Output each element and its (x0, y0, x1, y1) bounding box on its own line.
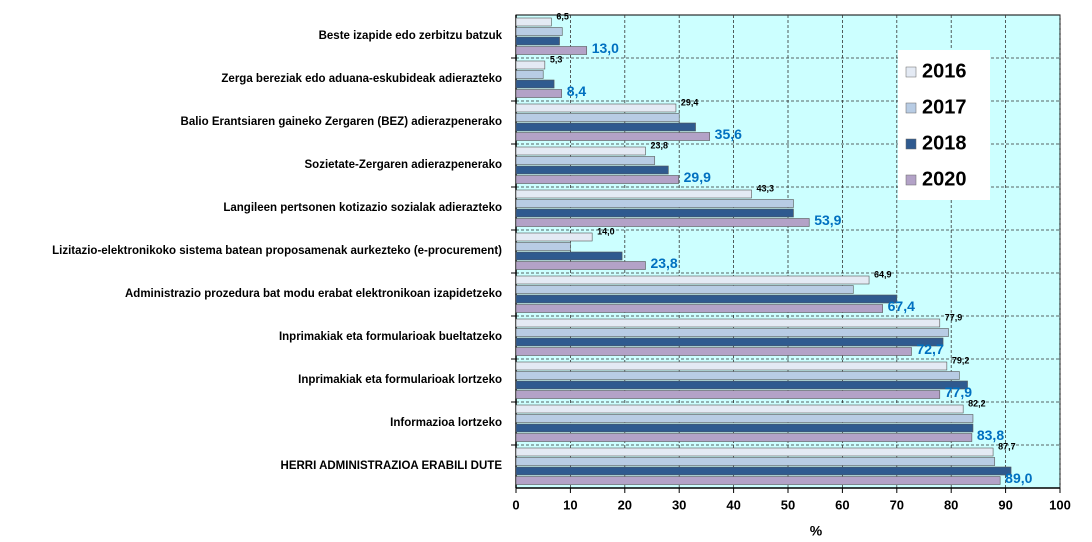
bar (515, 132, 710, 141)
bar (515, 433, 973, 442)
bar (515, 328, 949, 337)
x-tick-label: 20 (618, 497, 632, 512)
category-label: Langileen pertsonen kotizazio sozialak a… (223, 202, 502, 214)
bar (515, 285, 854, 294)
x-tick-label: 90 (998, 497, 1012, 512)
category-label: Zerga bereziak edo aduana-eskubideak adi… (221, 73, 502, 85)
bar (515, 232, 593, 242)
bar (515, 89, 562, 98)
value-label: 43,3 (757, 183, 775, 193)
bar (515, 380, 968, 390)
value-label: 89,0 (1005, 470, 1032, 486)
bar (515, 146, 646, 156)
legend-label: 2017 (922, 96, 967, 118)
bar (515, 17, 552, 27)
value-label: 82,2 (968, 398, 986, 408)
bar (515, 113, 680, 122)
value-label: 29,4 (681, 97, 699, 107)
legend-swatch (905, 66, 917, 78)
value-label: 64,9 (874, 269, 892, 279)
legend-swatch (905, 102, 917, 114)
bar (515, 218, 810, 227)
category-label: Sozietate-Zergaren adierazpenerako (304, 159, 503, 171)
category-label: Administrazio prozedura bat modu erabat … (124, 288, 502, 300)
category-label: Balio Erantsiaren gaineko Zergaren (BEZ)… (180, 116, 502, 128)
bar (515, 165, 669, 175)
value-label: 8,4 (567, 83, 587, 99)
value-label: 23,8 (650, 140, 668, 150)
bar (515, 156, 656, 165)
bar (515, 318, 941, 328)
legend-label: 2020 (922, 168, 967, 190)
bar (515, 36, 560, 46)
value-label: 67,4 (888, 298, 915, 314)
bar (515, 189, 752, 199)
value-label: 72,7 (916, 341, 943, 357)
bar (515, 242, 571, 251)
category-label: Informazioa lortzeko (390, 417, 502, 429)
value-label: 77,9 (945, 312, 963, 322)
bar (515, 208, 794, 218)
bar (515, 199, 794, 208)
value-label: 87,7 (998, 441, 1016, 451)
x-tick-label: 30 (672, 497, 686, 512)
x-tick-label: 60 (835, 497, 849, 512)
x-tick-label: 0 (512, 497, 519, 512)
bar (515, 423, 974, 433)
x-tick-label: 50 (781, 497, 795, 512)
bar (515, 304, 883, 313)
legend-label: 2018 (922, 132, 967, 154)
bar (515, 337, 944, 347)
bar (515, 347, 912, 356)
value-label: 29,9 (684, 169, 711, 185)
bar (515, 275, 870, 285)
value-label: 77,9 (945, 384, 972, 400)
category-label: Beste izapide edo zerbitzu batzuk (318, 30, 502, 42)
value-label: 5,3 (550, 54, 563, 64)
bar (515, 70, 544, 79)
legend-label: 2016 (922, 60, 967, 82)
x-axis-label: % (810, 523, 823, 539)
bar (515, 60, 546, 70)
bar (515, 476, 1001, 485)
x-tick-label: 80 (944, 497, 958, 512)
bar (515, 251, 623, 261)
category-label: Lizitazio-elektronikoko sistema batean p… (52, 245, 502, 257)
legend-swatch (905, 174, 917, 186)
category-label: HERRI ADMINISTRAZIOA ERABILI DUTE (280, 460, 502, 472)
bar (515, 361, 948, 371)
bar (515, 294, 898, 304)
bar (515, 27, 563, 36)
bar (515, 447, 994, 457)
value-label: 6,5 (556, 11, 569, 21)
x-tick-label: 40 (726, 497, 740, 512)
bar (515, 261, 646, 270)
value-label: 23,8 (650, 255, 677, 271)
bar (515, 175, 679, 184)
value-label: 83,8 (977, 427, 1004, 443)
value-label: 35,6 (715, 126, 742, 142)
bar (515, 79, 555, 89)
bar (515, 46, 588, 55)
legend-swatch (905, 138, 917, 150)
bar (515, 122, 696, 132)
bar (515, 457, 996, 466)
bar (515, 390, 941, 399)
x-tick-label: 70 (890, 497, 904, 512)
value-label: 14,0 (597, 226, 615, 236)
value-label: 79,2 (952, 355, 970, 365)
x-tick-label: 10 (563, 497, 577, 512)
category-label: Inprimakiak eta formularioak bueltatzeko (278, 331, 502, 343)
bar (515, 466, 1012, 476)
value-label: 13,0 (592, 40, 619, 56)
bar (515, 371, 960, 380)
value-label: 53,9 (814, 212, 841, 228)
x-tick-label: 100 (1049, 497, 1071, 512)
bar (515, 414, 974, 423)
category-label: Inprimakiak eta formularioak lortzeko (298, 374, 502, 386)
bar (515, 103, 677, 113)
bar (515, 404, 964, 414)
